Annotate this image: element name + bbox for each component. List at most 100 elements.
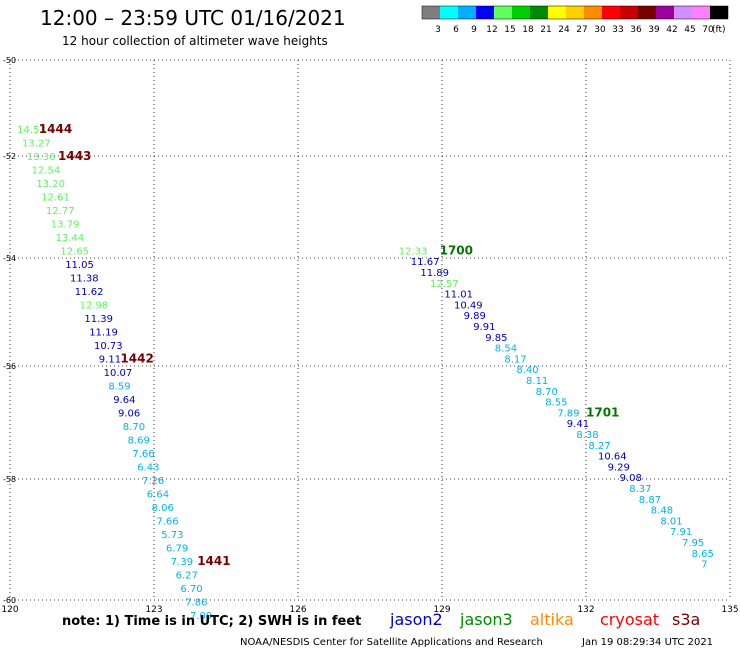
x-tick-label: 126 <box>289 605 306 615</box>
legend-swatch <box>566 6 584 19</box>
map-subtitle: 12 hour collection of altimeter wave hei… <box>62 34 328 48</box>
wave-height-value: 13.20 <box>36 179 65 190</box>
wave-height-value: 12.33 <box>399 246 428 257</box>
legend-label: 3 <box>435 25 441 35</box>
wave-height-value: 8.65 <box>692 549 714 560</box>
wave-height-value: 8.27 <box>588 441 610 452</box>
wave-height-value: 11.19 <box>89 327 118 338</box>
wave-height-value: 9.89 <box>464 311 486 322</box>
wave-height-value: 7.26 <box>142 476 164 487</box>
y-tick-label: -50 <box>3 56 16 65</box>
wave-height-value: 9.11 <box>99 354 121 365</box>
latitude-axis: -50 -52 -54 -56 -58 -60 <box>3 56 16 605</box>
y-tick-label: -52 <box>3 152 16 161</box>
footer-credit: NOAA/NESDIS Center for Satellite Applica… <box>240 637 543 648</box>
x-tick-label: 129 <box>433 605 450 615</box>
wave-height-value: 12.65 <box>60 246 89 257</box>
y-tick-label: -58 <box>3 475 16 484</box>
legend-label: 27 <box>576 25 587 35</box>
wave-height-value: 7.66 <box>132 449 154 460</box>
wave-height-value: 9.91 <box>473 322 495 333</box>
pass-time-label: 1444 <box>39 122 72 136</box>
wave-height-value: 7.86 <box>185 597 207 608</box>
legend-swatch <box>692 6 710 19</box>
wave-height-value: 11.67 <box>411 257 440 268</box>
wave-height-value: 11.01 <box>444 290 473 301</box>
legend-unit: (ft) <box>712 25 726 35</box>
wave-height-value: 12.77 <box>46 206 75 217</box>
wave-height-value: 10.64 <box>598 452 627 463</box>
wave-height-value: 7.39 <box>171 557 193 568</box>
pass-time-label: 1441 <box>197 554 230 568</box>
wave-height-value: 13.79 <box>51 219 80 230</box>
legend-swatch <box>458 6 476 19</box>
wave-height-value: 8.40 <box>516 365 538 376</box>
satellite-name: s3a <box>672 610 700 629</box>
x-tick-label: 135 <box>721 605 738 615</box>
legend-label: 45 <box>684 25 695 35</box>
wave-height-value: 7.66 <box>156 516 178 527</box>
legend-swatch <box>440 6 458 19</box>
legend-label: 70 <box>702 25 714 35</box>
wave-height-value: 12.57 <box>430 279 459 290</box>
legend-swatch <box>602 6 620 19</box>
plot-area <box>9 59 731 601</box>
legend-swatch <box>656 6 674 19</box>
wave-height-value: 10.07 <box>104 368 133 379</box>
wave-height-value: 8.55 <box>545 398 567 409</box>
x-tick-label: 123 <box>145 605 162 615</box>
wave-height-value: 6.64 <box>147 489 169 500</box>
wave-height-value: 12.98 <box>80 300 109 311</box>
wave-height-value: 8.17 <box>504 354 526 365</box>
legend-swatch <box>638 6 656 19</box>
wave-height-value: 7.89 <box>557 408 579 419</box>
wave-height-value: 9.08 <box>620 473 642 484</box>
wave-height-value: 5.73 <box>161 530 183 541</box>
map-title: 12:00 – 23:59 UTC 01/16/2021 <box>40 6 346 30</box>
altimeter-tracks: 14.53 13.27 13.36 12.54 13.20 12.61 12.77 13.79… <box>17 125 714 622</box>
satellite-legend: jason2 jason3 altika cryosat s3a <box>389 610 700 629</box>
wave-height-value: 9.06 <box>118 408 140 419</box>
wave-height-value: 13.44 <box>56 233 85 244</box>
wave-height-value: 11.05 <box>65 260 94 271</box>
satellite-name: jason3 <box>459 610 513 629</box>
footer-timestamp: Jan 19 08:29:34 UTC 2021 <box>581 637 713 648</box>
wave-height-value: 11.89 <box>420 268 449 279</box>
wave-height-value: 8.06 <box>152 503 174 514</box>
wave-height-value: 7.91 <box>670 527 692 538</box>
legend-swatch <box>530 6 548 19</box>
wave-height-legend: 3 6 9 12 15 18 21 24 27 30 33 36 39 42 45 70(ft) <box>421 5 729 35</box>
y-tick-label: -54 <box>3 254 16 263</box>
wave-height-value: 9.85 <box>485 333 507 344</box>
legend-swatch <box>548 6 566 19</box>
wave-height-value: 6.79 <box>166 543 188 554</box>
wave-height-value: 8.01 <box>660 516 682 527</box>
legend-swatch <box>674 6 692 19</box>
legend-label: 21 <box>540 25 551 35</box>
legend-label: 36 <box>630 25 642 35</box>
wave-height-value: 14.53 <box>17 125 46 136</box>
legend-label: 42 <box>666 25 677 35</box>
legend-label: 24 <box>558 25 570 35</box>
wave-height-value: 6.43 <box>137 462 159 473</box>
wave-height-value: 8.70 <box>536 387 558 398</box>
legend-label: 18 <box>522 25 534 35</box>
wave-height-value: 8.59 <box>108 381 130 392</box>
wave-height-value: 13.36 <box>27 152 56 163</box>
wave-height-value: 6.27 <box>176 570 198 581</box>
wave-height-value: 12.54 <box>32 165 61 176</box>
footer-note: note: 1) Time is in UTC; 2) SWH is in fe… <box>62 614 361 629</box>
wave-height-value: 7.09 <box>190 611 212 622</box>
legend-swatch <box>512 6 530 19</box>
wave-height-value: 12.61 <box>41 192 70 203</box>
legend-swatch <box>710 6 728 19</box>
wave-height-value: 8.48 <box>651 506 673 517</box>
legend-label: 15 <box>504 25 515 35</box>
satellite-name: altika <box>530 610 574 629</box>
longitude-axis: 120 123 126 129 132 135 <box>1 605 738 615</box>
y-tick-label: -60 <box>3 596 16 605</box>
satellite-name: jason2 <box>389 610 443 629</box>
legend-label: 33 <box>612 25 623 35</box>
wave-height-value: 9.41 <box>567 419 589 430</box>
